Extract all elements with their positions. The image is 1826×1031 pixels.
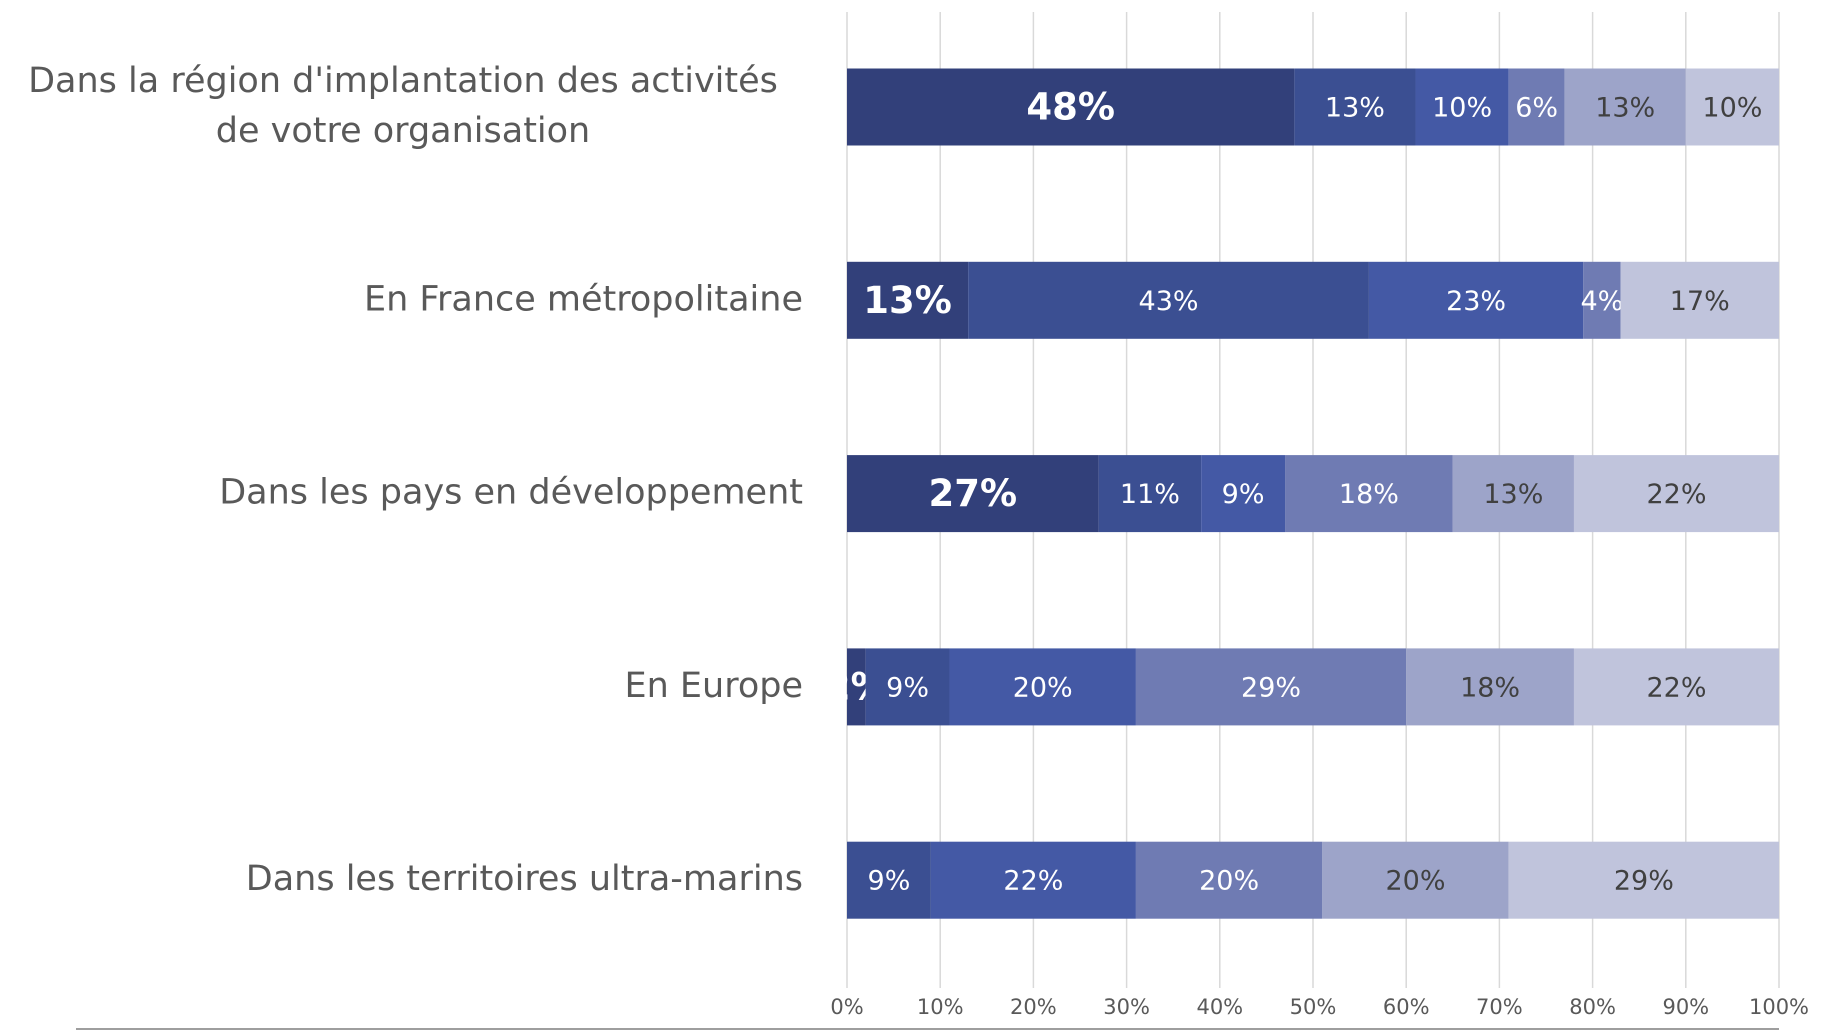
data-label: 6% <box>1515 93 1558 124</box>
bar-segment <box>1406 648 1574 726</box>
data-label: 22% <box>1646 479 1706 510</box>
bar-segment <box>847 841 931 919</box>
data-label: 13% <box>1325 93 1385 124</box>
x-tick-label: 50% <box>1290 995 1337 1019</box>
data-label: 13% <box>1483 479 1543 510</box>
data-label: 10% <box>1702 93 1762 124</box>
data-label: 17% <box>1670 286 1730 317</box>
data-label: 29% <box>1614 866 1674 897</box>
data-label: 20% <box>1199 866 1259 897</box>
data-label: 9% <box>868 866 911 897</box>
bar-segment <box>1508 68 1565 146</box>
x-tick-label: 70% <box>1476 995 1523 1019</box>
bar-segment <box>847 68 1295 146</box>
bar-segment <box>1685 68 1779 146</box>
data-label: 22% <box>1646 672 1706 703</box>
data-label: 20% <box>1386 866 1446 897</box>
data-label: 43% <box>1139 286 1199 317</box>
bar-segment <box>1415 68 1509 146</box>
bar-segment <box>1583 261 1621 339</box>
data-label: 11% <box>1120 479 1180 510</box>
bar-segment <box>1285 455 1453 533</box>
category-label: En France métropolitaine <box>364 279 803 319</box>
bar-segment <box>949 648 1136 726</box>
bar-segment <box>865 648 950 726</box>
data-label: 48% <box>1026 86 1115 129</box>
data-label: 9% <box>886 672 929 703</box>
data-label: 18% <box>1339 479 1399 510</box>
bar-segment <box>1564 68 1686 146</box>
bar-segment <box>930 841 1136 919</box>
x-tick-label: 20% <box>1010 995 1057 1019</box>
x-tick-label: 40% <box>1196 995 1243 1019</box>
bar-segment <box>1508 841 1779 919</box>
category-label: En Europe <box>624 666 803 706</box>
bar-segment <box>1573 455 1779 533</box>
data-label: 18% <box>1460 672 1520 703</box>
category-label: Dans les pays en développement <box>219 473 803 513</box>
bar-segment <box>1135 648 1407 726</box>
bar-segment <box>1368 261 1584 339</box>
data-label: 13% <box>1595 93 1655 124</box>
bar-segment <box>1573 648 1779 726</box>
data-label: 27% <box>929 472 1018 515</box>
data-label: 10% <box>1432 93 1492 124</box>
data-label: 29% <box>1241 672 1301 703</box>
bar-segment <box>1135 841 1323 919</box>
category-label: Dans la région d'implantation des activi… <box>28 61 778 151</box>
data-label: 13% <box>863 279 952 322</box>
data-label: 9% <box>1222 479 1265 510</box>
data-label: 20% <box>1013 672 1073 703</box>
bar-segment <box>847 648 866 726</box>
x-tick-label: 80% <box>1569 995 1616 1019</box>
x-tick-label: 30% <box>1103 995 1150 1019</box>
x-tick-label: 100% <box>1749 995 1809 1019</box>
bar-segment <box>1098 455 1202 533</box>
bar-segment <box>1452 455 1574 533</box>
bar-segment <box>1294 68 1416 146</box>
category-label: Dans les territoires ultra-marins <box>246 859 803 899</box>
bar-segment <box>1322 841 1509 919</box>
x-tick-label: 0% <box>830 995 863 1019</box>
bar-segment <box>1201 455 1286 533</box>
data-label: 4% <box>1580 286 1623 317</box>
data-label: 23% <box>1446 286 1506 317</box>
bar-segment <box>968 261 1369 339</box>
data-label: 22% <box>1003 866 1063 897</box>
bar-segment <box>847 261 969 339</box>
bar-segment <box>1620 261 1779 339</box>
x-tick-label: 90% <box>1662 995 1709 1019</box>
bar-segment <box>847 455 1099 533</box>
x-tick-label: 60% <box>1383 995 1430 1019</box>
x-tick-label: 10% <box>917 995 964 1019</box>
